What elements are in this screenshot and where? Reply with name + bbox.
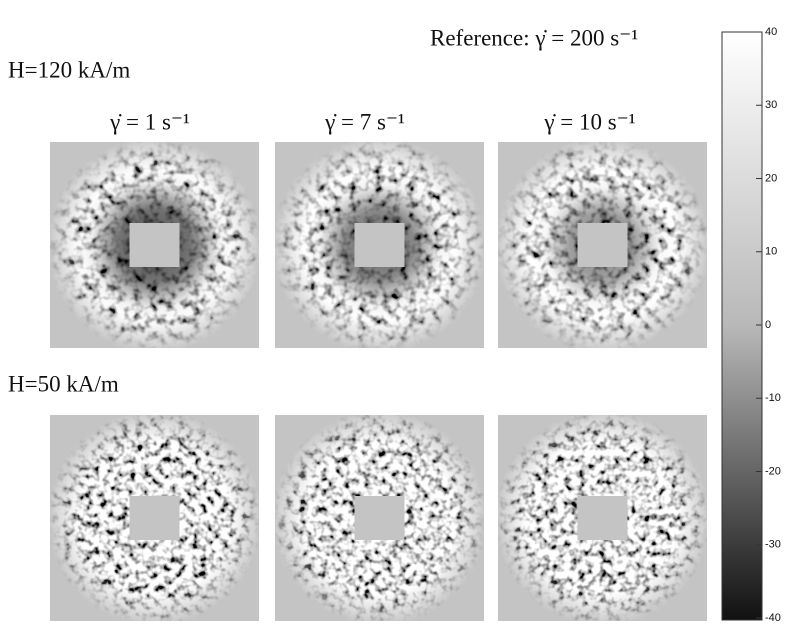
beam-stop (129, 223, 180, 267)
colorbar-tick-label: 10 (765, 246, 777, 258)
reference-label: Reference: γ̇ = 200 s⁻¹ (430, 25, 638, 50)
colorbar-tick-label: 30 (765, 99, 777, 111)
beam-stop (577, 496, 628, 540)
column-label: γ̇ = 1 s⁻¹ (109, 109, 190, 134)
colorbar-tick-label: -20 (765, 465, 781, 477)
colorbar-tick-label: -10 (765, 392, 781, 404)
column-label: γ̇ = 10 s⁻¹ (543, 109, 635, 134)
image-panel (275, 415, 484, 621)
colorbar (721, 31, 763, 621)
image-panel (275, 142, 484, 348)
colorbar-tick-label: 40 (765, 26, 777, 38)
row-label: H=50 kA/m (8, 371, 119, 396)
image-panel (50, 415, 259, 621)
image-panel (50, 142, 259, 348)
colorbar-tick-label: -40 (765, 612, 781, 624)
colorbar-tick-label: 20 (765, 172, 777, 184)
beam-stop (354, 496, 405, 540)
beam-stop (577, 223, 628, 267)
panels (50, 142, 707, 621)
image-panel (498, 142, 707, 348)
colorbar-tick-label: -30 (765, 539, 781, 551)
beam-stop (129, 496, 180, 540)
row-label: H=120 kA/m (8, 57, 130, 82)
beam-stop (354, 223, 405, 267)
image-panel (498, 415, 707, 621)
column-label: γ̇ = 7 s⁻¹ (324, 109, 405, 134)
colorbar-tick-label: 0 (765, 319, 771, 331)
